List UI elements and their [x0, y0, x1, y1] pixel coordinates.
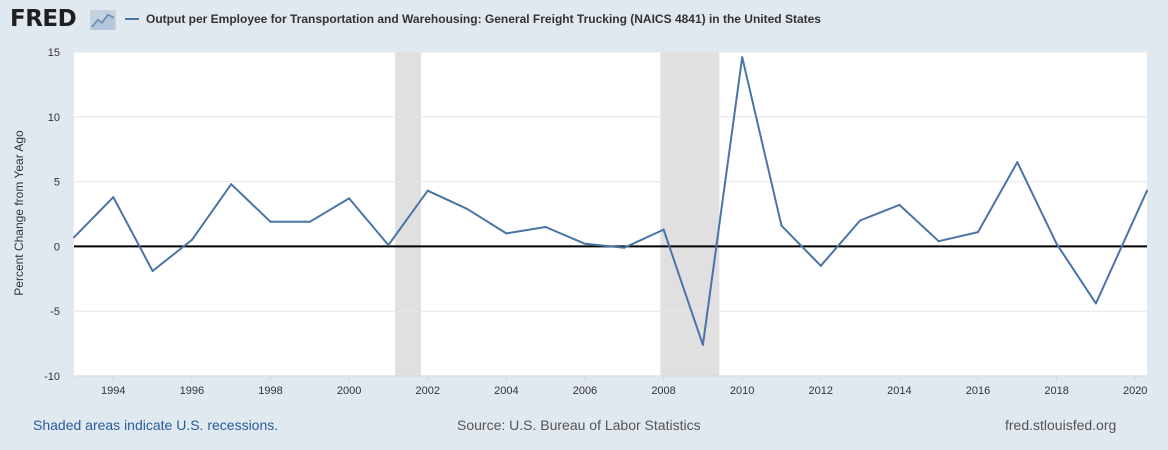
recession-note-link[interactable]: Shaded areas indicate U.S. recessions.	[33, 417, 279, 433]
x-axis-ticks: 1994 1996 1998 2000 2002 2004 2006 2008 2010 2012…	[74, 375, 1147, 397]
x-tick-label: 2008	[651, 385, 675, 397]
x-tick-label: 2016	[966, 385, 990, 397]
fred-logo[interactable]: FRED	[10, 6, 77, 32]
data-point	[623, 246, 626, 249]
x-tick-label: 1996	[180, 385, 204, 397]
x-tick-label: 2018	[1044, 385, 1068, 397]
y-tick-label: -5	[50, 306, 60, 318]
source-text: Source: U.S. Bureau of Labor Statistics	[457, 417, 701, 433]
x-tick-label: 2010	[730, 385, 754, 397]
data-point	[269, 220, 272, 223]
data-point	[662, 228, 665, 231]
data-point	[741, 56, 744, 59]
data-point	[73, 236, 75, 239]
x-tick-label: 1998	[258, 385, 282, 397]
data-point	[426, 189, 429, 192]
x-tick-label: 2012	[809, 385, 833, 397]
y-tick-label: 0	[54, 241, 60, 253]
y-tick-label: -10	[44, 371, 60, 383]
data-point	[151, 270, 154, 273]
data-point	[1055, 242, 1058, 245]
recession-bands	[395, 52, 720, 376]
data-point	[230, 183, 233, 186]
chart-header: FRED Output per Employee for Transportat…	[0, 0, 1168, 44]
data-point	[583, 242, 586, 245]
data-point	[1146, 189, 1148, 192]
data-point	[701, 343, 704, 346]
y-tick-label: 10	[48, 112, 60, 124]
data-point	[1094, 302, 1097, 305]
y-axis-ticks: -10 -5 0 5 10 15	[44, 47, 60, 383]
x-tick-label: 2014	[887, 385, 911, 397]
data-point	[1016, 161, 1019, 164]
chart-line-icon	[90, 10, 116, 30]
x-tick-label: 2002	[415, 385, 439, 397]
y-tick-label: 5	[54, 177, 60, 189]
x-tick-label: 2020	[1123, 385, 1147, 397]
series-line	[73, 56, 1148, 346]
data-point	[505, 232, 508, 235]
series-legend[interactable]: Output per Employee for Transportation a…	[125, 12, 821, 26]
data-point	[780, 224, 783, 227]
series-title: Output per Employee for Transportation a…	[146, 12, 821, 26]
data-point	[308, 220, 311, 223]
y-axis-label: Percent Change from Year Ago	[12, 130, 26, 296]
x-tick-label: 2004	[494, 385, 518, 397]
plot-area	[74, 52, 1147, 376]
x-tick-label: 2000	[337, 385, 361, 397]
legend-swatch	[125, 18, 139, 20]
series-line	[73, 56, 1148, 346]
data-point	[387, 244, 390, 247]
plot-background	[74, 52, 1147, 376]
data-point	[898, 203, 901, 206]
x-tick-label: 2006	[573, 385, 597, 397]
recession-band	[395, 52, 422, 376]
data-point	[466, 207, 469, 210]
x-tick-label: 1994	[101, 385, 125, 397]
data-point	[976, 231, 979, 234]
data-point	[937, 240, 940, 243]
data-point	[348, 197, 351, 200]
y-tick-label: 15	[48, 47, 60, 59]
data-point	[190, 238, 193, 241]
data-point	[859, 219, 862, 222]
site-link[interactable]: fred.stlouisfed.org	[1005, 417, 1117, 433]
data-point	[112, 196, 115, 199]
data-point	[544, 225, 547, 228]
data-point	[819, 264, 822, 267]
recession-band	[660, 52, 720, 376]
